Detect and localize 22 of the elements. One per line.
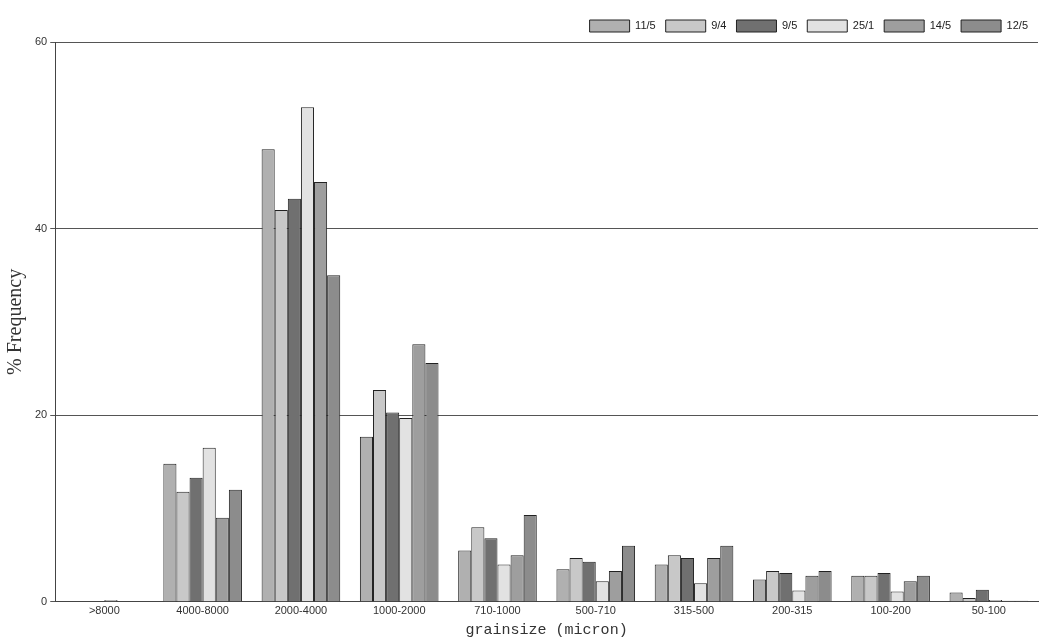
x-tick-label: 1000-2000: [372, 604, 426, 617]
legend-label: 9/4: [711, 19, 727, 32]
legend-label: 14/5: [929, 19, 952, 32]
x-tick-label: 710-1000: [474, 604, 521, 617]
x-tick-label: 50-100: [971, 604, 1006, 617]
x-tick-label: 500-710: [575, 604, 616, 617]
legend-label: 11/5: [635, 19, 656, 32]
legend-label: 12/5: [1006, 19, 1029, 32]
legend-label: 25/1: [852, 19, 875, 32]
x-tick-label: >8000: [88, 604, 120, 617]
y-tick-label: 20: [34, 408, 48, 421]
y-tick-label: 0: [41, 594, 48, 607]
y-axis-title: % Frequency: [3, 268, 27, 375]
x-tick-label: 200-315: [772, 604, 813, 617]
legend-label: 9/5: [781, 19, 798, 32]
x-tick-label: 2000-4000: [274, 604, 328, 617]
y-tick-label: 60: [34, 35, 48, 48]
x-tick-label: 315-500: [673, 604, 715, 617]
y-tick-label: 40: [34, 221, 48, 234]
x-tick-label: 100-200: [870, 604, 911, 617]
x-tick-label: 4000-8000: [176, 604, 229, 617]
x-axis-title: grainsize (micron): [465, 621, 628, 639]
